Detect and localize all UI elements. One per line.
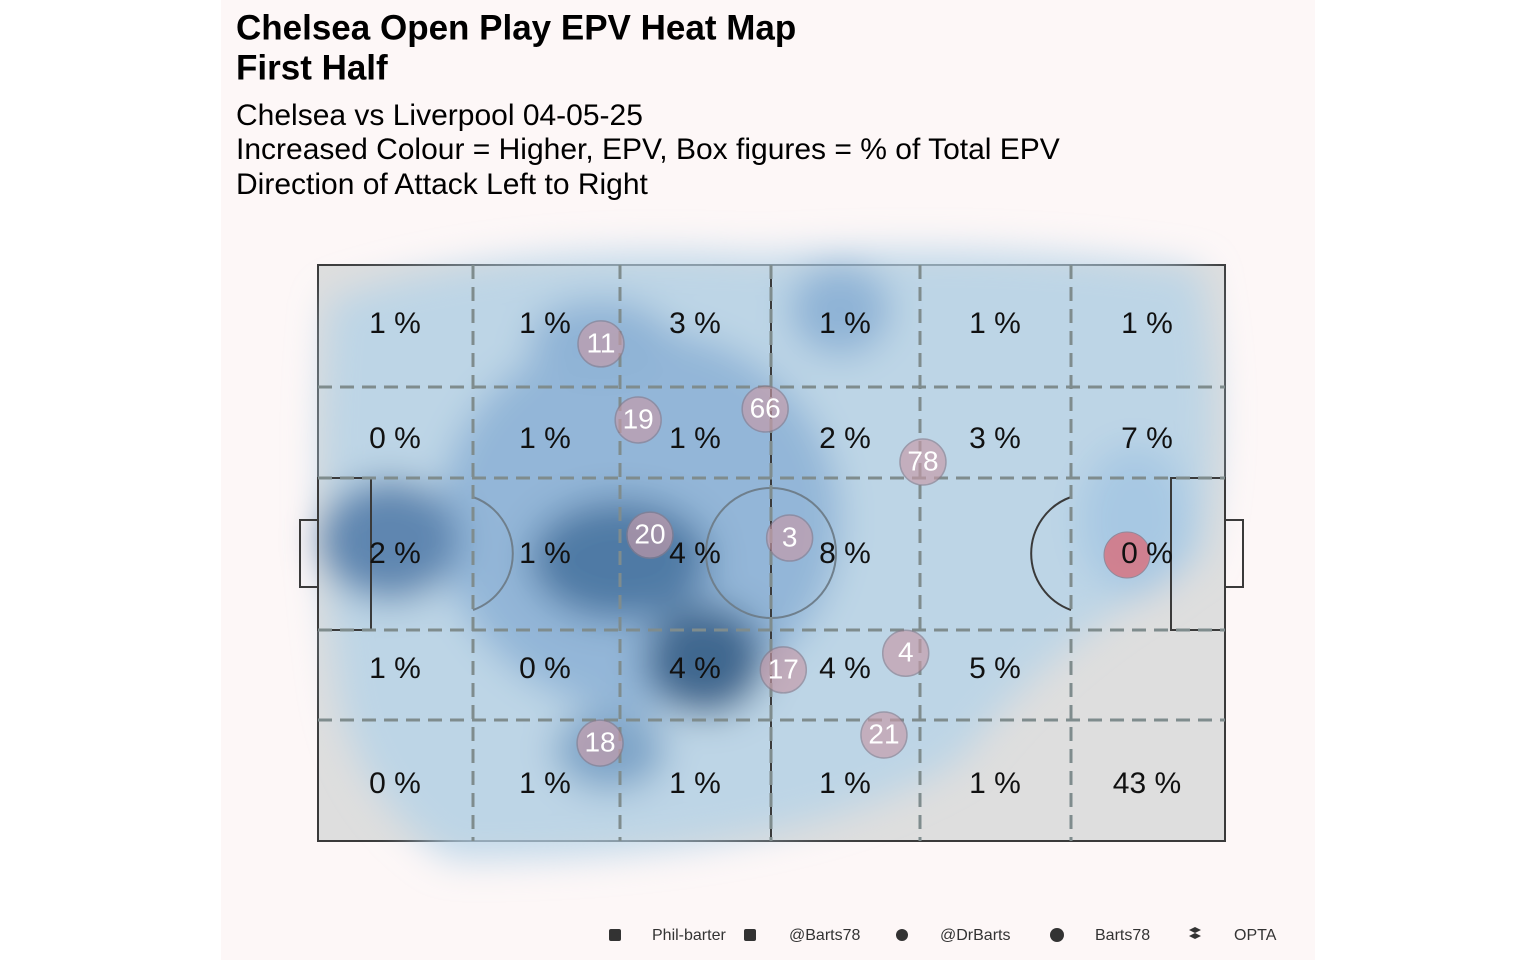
chart-title: Chelsea Open Play EPV Heat Map (236, 8, 796, 47)
subtitle: Chelsea vs Liverpool 04-05-25 (236, 99, 643, 132)
zone-label: 1 % (1121, 307, 1173, 340)
zone-label: 1 % (969, 767, 1021, 800)
zone-label: 1 % (969, 307, 1021, 340)
footer-label: @DrBarts (940, 927, 1010, 944)
zone-label: 1 % (519, 422, 571, 455)
zone-label: 1 % (519, 307, 571, 340)
player-marker (577, 320, 625, 368)
zone-label: 3 % (669, 307, 721, 340)
marker (1103, 531, 1151, 579)
zone-label: 1 % (669, 767, 721, 800)
chart-title: First Half (236, 48, 388, 87)
player-marker (860, 711, 908, 759)
zone-label: 4 % (669, 652, 721, 685)
player-marker (759, 646, 808, 694)
zone-label: 1 % (819, 307, 871, 340)
player-marker (765, 514, 814, 562)
zone-label: 7 % (1121, 422, 1173, 455)
zone-label: 4 % (819, 652, 871, 685)
player-label: 78 (907, 445, 938, 476)
zone-label: 1 % (669, 422, 721, 455)
player-marker (576, 719, 624, 767)
zone-label: 2 % (369, 537, 421, 570)
zone-label: 1 % (369, 652, 421, 685)
zone-lines (318, 265, 1225, 841)
player-label: 66 (750, 392, 781, 423)
footer-icons (609, 927, 1201, 942)
player-marker (614, 396, 662, 444)
footer-label: @Barts78 (789, 927, 860, 944)
zone-label: 3 % (969, 422, 1021, 455)
footer-label: OPTA (1234, 927, 1277, 944)
zone-label: 1 % (369, 307, 421, 340)
player-label: 18 (584, 726, 615, 757)
player-label: 20 (634, 519, 665, 550)
player-marker (626, 511, 674, 559)
zone-label: 8 % (819, 537, 871, 570)
zone-label: 4 % (669, 537, 721, 570)
player-marker (899, 438, 947, 486)
player-label: 4 (898, 637, 914, 668)
player-marker (881, 629, 930, 677)
zone-label: 0 % (369, 422, 421, 455)
zone-label: 0 % (519, 652, 571, 685)
zone-label: 1 % (819, 767, 871, 800)
player-label: 11 (586, 327, 615, 358)
player-label: 3 (782, 521, 798, 552)
player-label: 19 (623, 403, 654, 434)
zone-label: 1 % (519, 537, 571, 570)
subtitle: Increased Colour = Higher, EPV, Box figu… (236, 133, 1060, 166)
zone-label: 5 % (969, 652, 1021, 685)
footer-label: Phil-barter (652, 927, 726, 944)
zone-label: 1 % (519, 767, 571, 800)
player-label: 21 (868, 718, 899, 749)
zone-label: 2 % (819, 422, 871, 455)
footer-label: Barts78 (1095, 927, 1150, 944)
subtitle: Direction of Attack Left to Right (236, 168, 649, 201)
zone-label: 43 % (1113, 767, 1181, 800)
zone-label: 0 % (1121, 537, 1173, 570)
player-label: 17 (768, 653, 799, 684)
player-marker (741, 385, 789, 433)
zone-label: 0 % (369, 767, 421, 800)
